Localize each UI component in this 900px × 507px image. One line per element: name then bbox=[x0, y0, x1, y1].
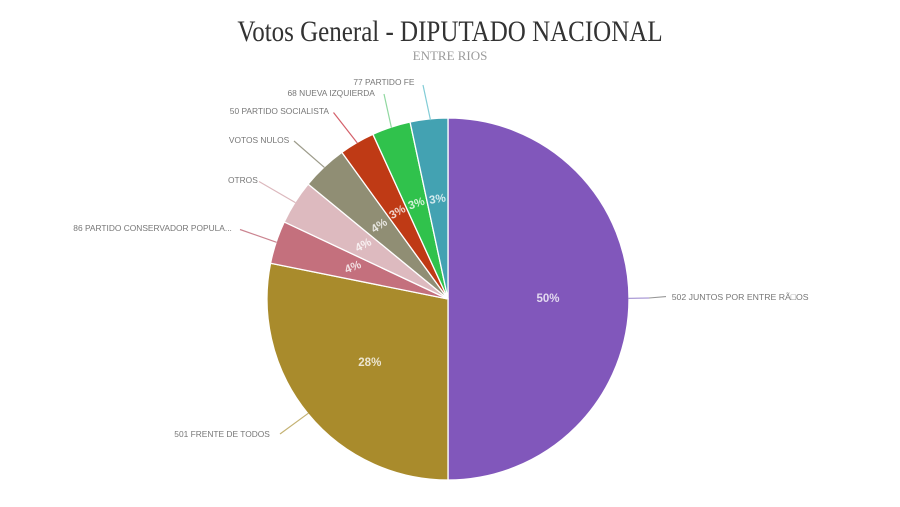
svg-text:4%: 4% bbox=[343, 259, 363, 276]
svg-text:3%: 3% bbox=[428, 192, 446, 206]
svg-text:28%: 28% bbox=[358, 357, 381, 369]
svg-text:50%: 50% bbox=[536, 293, 559, 305]
svg-text:3%: 3% bbox=[407, 196, 427, 213]
